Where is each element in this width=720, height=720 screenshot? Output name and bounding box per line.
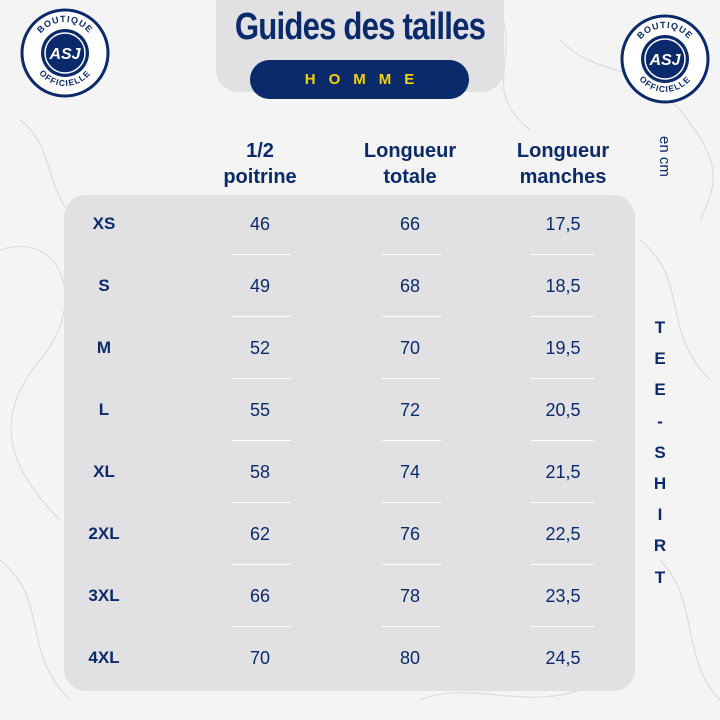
table-row: 4XL 70 80 24,5 [64, 629, 635, 691]
size-table: XS 46 66 17,5 S 49 68 18,5 M 52 70 19,5 … [64, 195, 635, 691]
table-row: M 52 70 19,5 [64, 319, 635, 381]
row-divider [382, 440, 441, 441]
length-cell: 70 [399, 338, 421, 358]
row-divider [382, 626, 441, 627]
size-cell: 2XL [88, 524, 120, 543]
table-row: 3XL 66 78 23,5 [64, 567, 635, 629]
product-letter: S [654, 442, 666, 462]
length-cell: 66 [399, 214, 421, 234]
boutique-officielle-badge: BOUTIQUE OFFICIELLE ASJ [20, 8, 110, 98]
row-divider [232, 440, 291, 441]
row-divider [232, 316, 291, 317]
row-divider [531, 502, 594, 503]
chest-cell: 46 [249, 214, 271, 234]
product-letter: H [653, 474, 667, 494]
column-header-sleeve-line2: manches [519, 166, 607, 188]
page-title: Guides des tailles [234, 6, 486, 48]
badge-monogram-right: ASJ [648, 52, 681, 69]
column-header-chest-line2: poitrine [223, 166, 297, 188]
sleeve-cell: 17,5 [545, 214, 581, 234]
table-row: S 49 68 18,5 [64, 257, 635, 319]
product-letter: - [657, 411, 663, 431]
row-divider [531, 440, 594, 441]
column-header-sleeve-line1: Longueur [516, 140, 610, 162]
row-divider [382, 254, 441, 255]
row-divider [382, 502, 441, 503]
sleeve-cell: 23,5 [545, 586, 581, 606]
row-divider [531, 254, 594, 255]
product-letter: R [653, 536, 667, 556]
row-divider [531, 316, 594, 317]
row-divider [232, 378, 291, 379]
table-row: XS 46 66 17,5 [64, 195, 635, 257]
row-divider [531, 626, 594, 627]
size-cell: 4XL [88, 648, 120, 667]
chest-cell: 52 [249, 338, 271, 358]
row-divider [531, 564, 594, 565]
size-cell: 3XL [88, 586, 120, 605]
boutique-officielle-badge-right: BOUTIQUE OFFICIELLE ASJ [620, 14, 710, 104]
size-cell: L [98, 400, 110, 419]
column-header-sleeve: Longueur manches [503, 138, 623, 190]
row-divider [382, 378, 441, 379]
column-header-chest-line1: 1/2 [246, 140, 274, 162]
chest-cell: 58 [249, 462, 271, 482]
table-row: XL 58 74 21,5 [64, 443, 635, 505]
chest-cell: 66 [249, 586, 271, 606]
row-divider [382, 564, 441, 565]
length-cell: 68 [399, 276, 421, 296]
product-letter: I [657, 505, 663, 525]
table-row: 2XL 62 76 22,5 [64, 505, 635, 567]
length-cell: 72 [399, 400, 421, 420]
product-letter: E [654, 349, 666, 369]
sleeve-cell: 21,5 [545, 462, 581, 482]
column-header-length: Longueur totale [350, 138, 470, 190]
size-table-panel [64, 195, 635, 691]
product-letter: T [654, 567, 666, 587]
chest-cell: 55 [249, 400, 271, 420]
sleeve-cell: 18,5 [545, 276, 581, 296]
size-cell: M [96, 338, 112, 357]
row-divider [232, 502, 291, 503]
length-cell: 76 [399, 524, 421, 544]
badge-monogram: ASJ [48, 46, 81, 63]
length-cell: 78 [399, 586, 421, 606]
column-header-length-line1: Longueur [363, 140, 457, 162]
length-cell: 80 [399, 648, 421, 668]
category-pill: HOMME [250, 60, 469, 99]
product-type-label: T E E - S H I R T [648, 312, 672, 593]
row-divider [232, 626, 291, 627]
row-divider [232, 254, 291, 255]
chest-cell: 49 [249, 276, 271, 296]
size-cell: XL [93, 462, 115, 481]
row-divider [531, 378, 594, 379]
sleeve-cell: 20,5 [545, 400, 581, 420]
size-cell: XS [92, 214, 116, 233]
chest-cell: 70 [249, 648, 271, 668]
chest-cell: 62 [249, 524, 271, 544]
column-header-length-line2: totale [383, 166, 437, 188]
size-cell: S [98, 276, 110, 295]
sleeve-cell: 24,5 [545, 648, 581, 668]
sleeve-cell: 22,5 [545, 524, 581, 544]
column-header-chest: 1/2 poitrine [205, 138, 315, 190]
length-cell: 74 [399, 462, 421, 482]
table-row: L 55 72 20,5 [64, 381, 635, 443]
row-divider [382, 316, 441, 317]
unit-label: en cm [656, 136, 673, 177]
row-divider [232, 564, 291, 565]
product-letter: E [654, 380, 666, 400]
sleeve-cell: 19,5 [545, 338, 581, 358]
product-letter: T [654, 318, 666, 337]
